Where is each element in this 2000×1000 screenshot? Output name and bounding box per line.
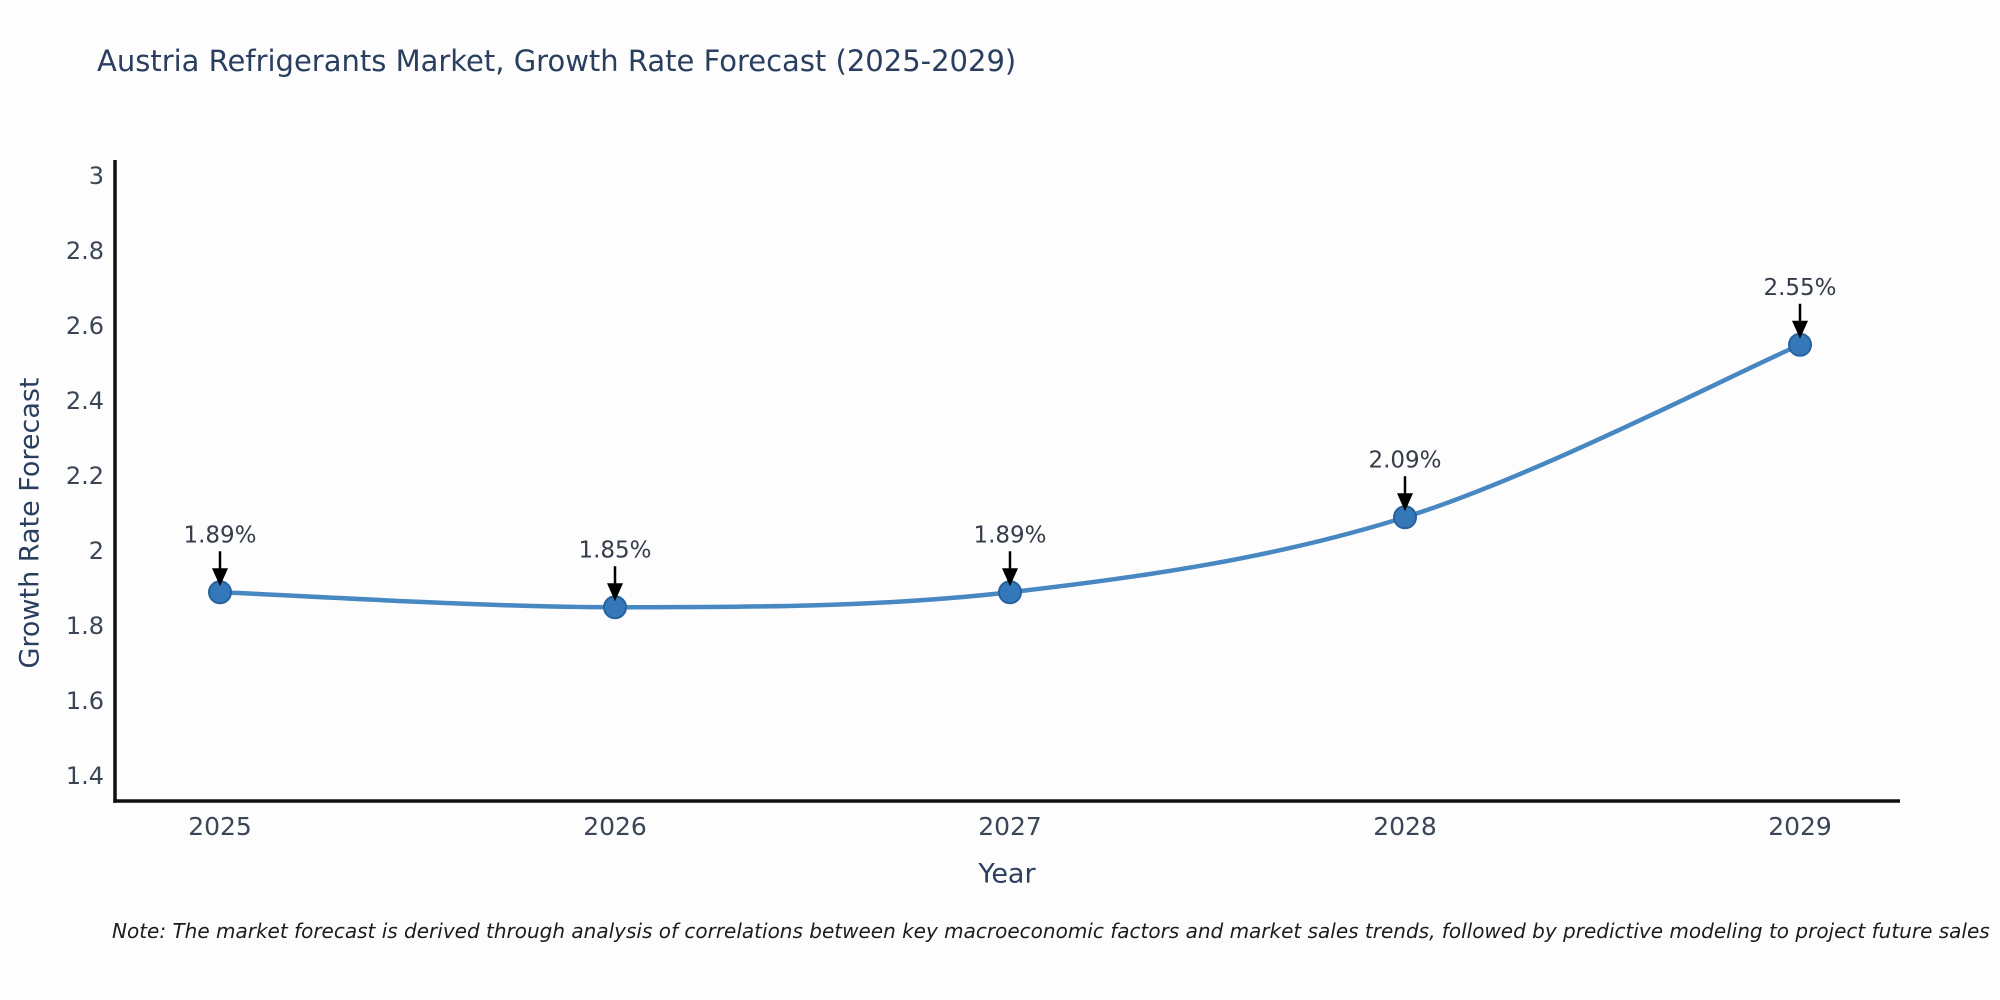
footnote: Note: The market forecast is derived thr… <box>112 919 1990 943</box>
y-tick-label-2.8: 2.8 <box>66 237 104 265</box>
y-tick-label-2.4: 2.4 <box>66 387 104 415</box>
x-tick-label-2027: 2027 <box>978 812 1042 841</box>
annotation-arrow-head-2027 <box>1002 568 1018 587</box>
point-label-2025: 1.89% <box>183 522 256 548</box>
point-label-2026: 1.85% <box>578 537 651 563</box>
x-axis-title: Year <box>978 858 1036 890</box>
y-tick-label-1.8: 1.8 <box>66 612 104 640</box>
point-label-2029: 2.55% <box>1763 275 1836 301</box>
y-tick-label-2.6: 2.6 <box>66 312 104 340</box>
chart-title: Austria Refrigerants Market, Growth Rate… <box>97 44 1017 78</box>
annotation-arrow-head-2025 <box>212 568 228 587</box>
y-tick-label-1.4: 1.4 <box>66 762 104 790</box>
annotation-arrow-head-2029 <box>1792 320 1808 339</box>
point-label-2028: 2.09% <box>1368 447 1441 473</box>
y-axis-title: Growth Rate Forecast <box>14 377 46 669</box>
y-tick-label-3: 3 <box>89 162 104 190</box>
annotation-arrow-head-2026 <box>607 583 623 602</box>
x-tick-label-2029: 2029 <box>1768 812 1832 841</box>
y-tick-label-1.6: 1.6 <box>66 687 104 715</box>
y-tick-label-2.2: 2.2 <box>66 462 104 490</box>
x-tick-label-2026: 2026 <box>583 812 647 841</box>
x-tick-label-2025: 2025 <box>188 812 252 841</box>
y-tick-label-2: 2 <box>89 537 104 565</box>
annotation-arrow-head-2028 <box>1397 493 1413 512</box>
x-tick-label-2028: 2028 <box>1373 812 1437 841</box>
point-label-2027: 1.89% <box>973 522 1046 548</box>
